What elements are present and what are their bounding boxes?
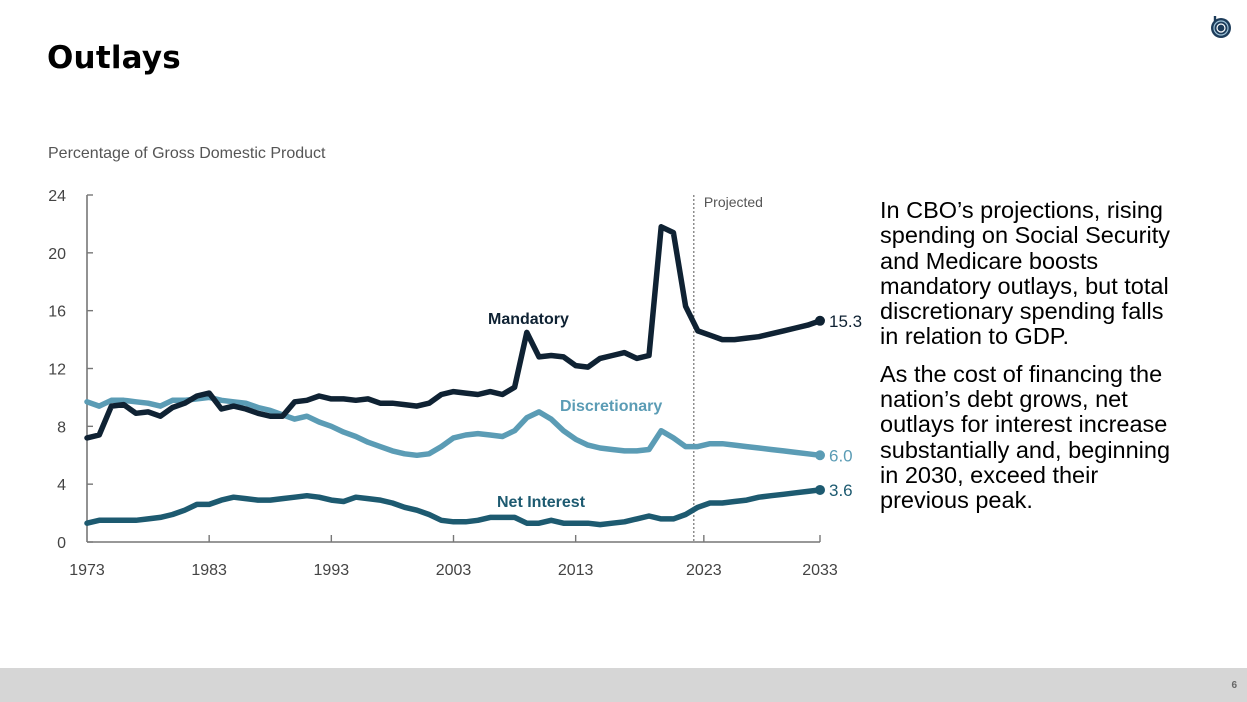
x-tick-label: 2033 <box>802 562 838 579</box>
summary-text: In CBO’s projections, rising spending on… <box>880 197 1180 526</box>
series-line-mandatory <box>84 224 823 441</box>
x-axis: 1973 1983 1993 2003 2013 2023 2033 <box>69 535 838 579</box>
series-label-net-interest: Net Interest <box>497 494 586 511</box>
page-number: 6 <box>1231 680 1237 691</box>
y-tick-label: 4 <box>57 477 66 494</box>
x-tick-label: 2003 <box>436 562 472 579</box>
projection-label: Projected <box>704 194 763 210</box>
series-line-net-interest <box>84 487 823 528</box>
series-group: 6.0 3.6 15.3 <box>84 224 862 528</box>
series-end-label-net-interest: 3.6 <box>829 481 853 500</box>
footer-bar: 6 <box>0 668 1247 702</box>
x-tick-label: 1993 <box>314 562 350 579</box>
x-tick-label: 2013 <box>558 562 594 579</box>
slide-title: Outlays <box>47 40 181 76</box>
series-label-mandatory: Mandatory <box>488 311 569 328</box>
cbo-logo-icon <box>1211 16 1231 38</box>
outlays-line-chart: Percentage of Gross Domestic Product 0 4 8… <box>48 145 862 579</box>
y-axis-label: Percentage of Gross Domestic Product <box>48 145 326 162</box>
series-end-label-discretionary: 6.0 <box>829 446 853 465</box>
series-line-discretionary <box>84 394 823 459</box>
y-axis: 0 4 8 12 16 20 24 <box>48 188 93 552</box>
y-tick-label: 24 <box>48 188 66 205</box>
series-end-label-mandatory: 15.3 <box>829 312 862 331</box>
y-tick-label: 16 <box>48 304 66 321</box>
series-endpoint-discretionary <box>815 450 825 461</box>
y-tick-label: 0 <box>57 535 66 552</box>
x-tick-label: 1973 <box>69 562 105 579</box>
series-endpoint-mandatory <box>815 315 825 326</box>
y-tick-label: 8 <box>57 419 66 436</box>
series-endpoint-net-interest <box>815 484 825 495</box>
projection-marker: Projected <box>693 194 763 542</box>
y-tick-label: 20 <box>48 246 66 263</box>
x-tick-label: 1983 <box>191 562 227 579</box>
series-label-discretionary: Discretionary <box>560 398 662 415</box>
y-tick-label: 12 <box>48 362 66 379</box>
summary-paragraph-mandatory: In CBO’s projections, rising spending on… <box>880 197 1171 350</box>
x-tick-label: 2023 <box>686 562 722 579</box>
summary-paragraph-interest: As the cost of financing the nation’s de… <box>880 360 1171 514</box>
